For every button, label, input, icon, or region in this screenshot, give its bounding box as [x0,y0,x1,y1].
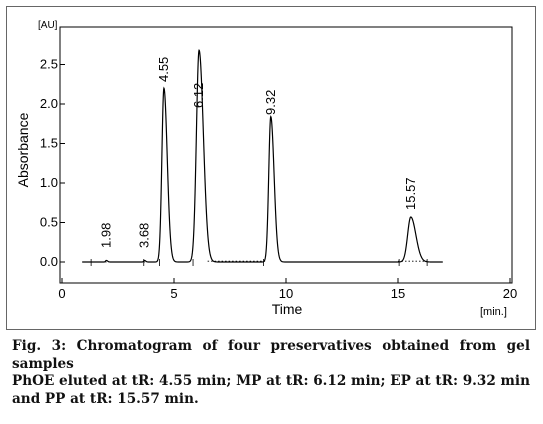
figure-caption: Fig. 3: Chromatogram of four preservativ… [12,338,530,408]
y-tick-label: 0.5 [40,215,58,230]
x-unit: [min.] [480,306,507,318]
y-tick-label: 2.5 [40,57,58,72]
x-tick-label: 0 [58,286,65,301]
y-tick-label: 2.0 [40,96,58,111]
x-tick-label: 10 [279,286,293,301]
y-tick-label: 1.5 [40,136,58,151]
x-axis-label: Time [272,301,303,317]
x-tick-label: 20 [503,286,517,301]
peak-label: 1.98 [98,223,113,248]
peak-label: 6.12 [191,83,206,108]
y-tick-label: 1.0 [40,175,58,190]
x-tick-label: 5 [170,286,177,301]
caption-title: Fig. 3: Chromatogram of four preservativ… [12,338,530,372]
chromatogram-chart: 0.0 0.5 1.0 1.5 2.0 2.5 0 5 10 15 20 1.98 3.68 4.55 6.… [15,20,517,318]
x-tick-label: 15 [391,286,405,301]
peak-label: 3.68 [136,223,151,248]
y-unit: [AU] [38,20,58,31]
peak-label: 9.32 [263,90,278,115]
peak-label: 15.57 [403,177,418,210]
chart-frame [6,6,536,330]
caption-description: PhOE eluted at tR: 4.55 min; MP at tR: 6… [12,373,530,407]
y-tick-label: 0.0 [40,254,58,269]
peak-label: 4.55 [156,57,171,82]
chromatogram-trace [82,48,443,263]
plot-border [59,26,513,284]
plot-area: 0.0 0.5 1.0 1.5 2.0 2.5 0 5 10 15 20 1.98 3.68 4.55 6.… [40,26,517,301]
y-axis-label: Absorbance [15,112,31,187]
